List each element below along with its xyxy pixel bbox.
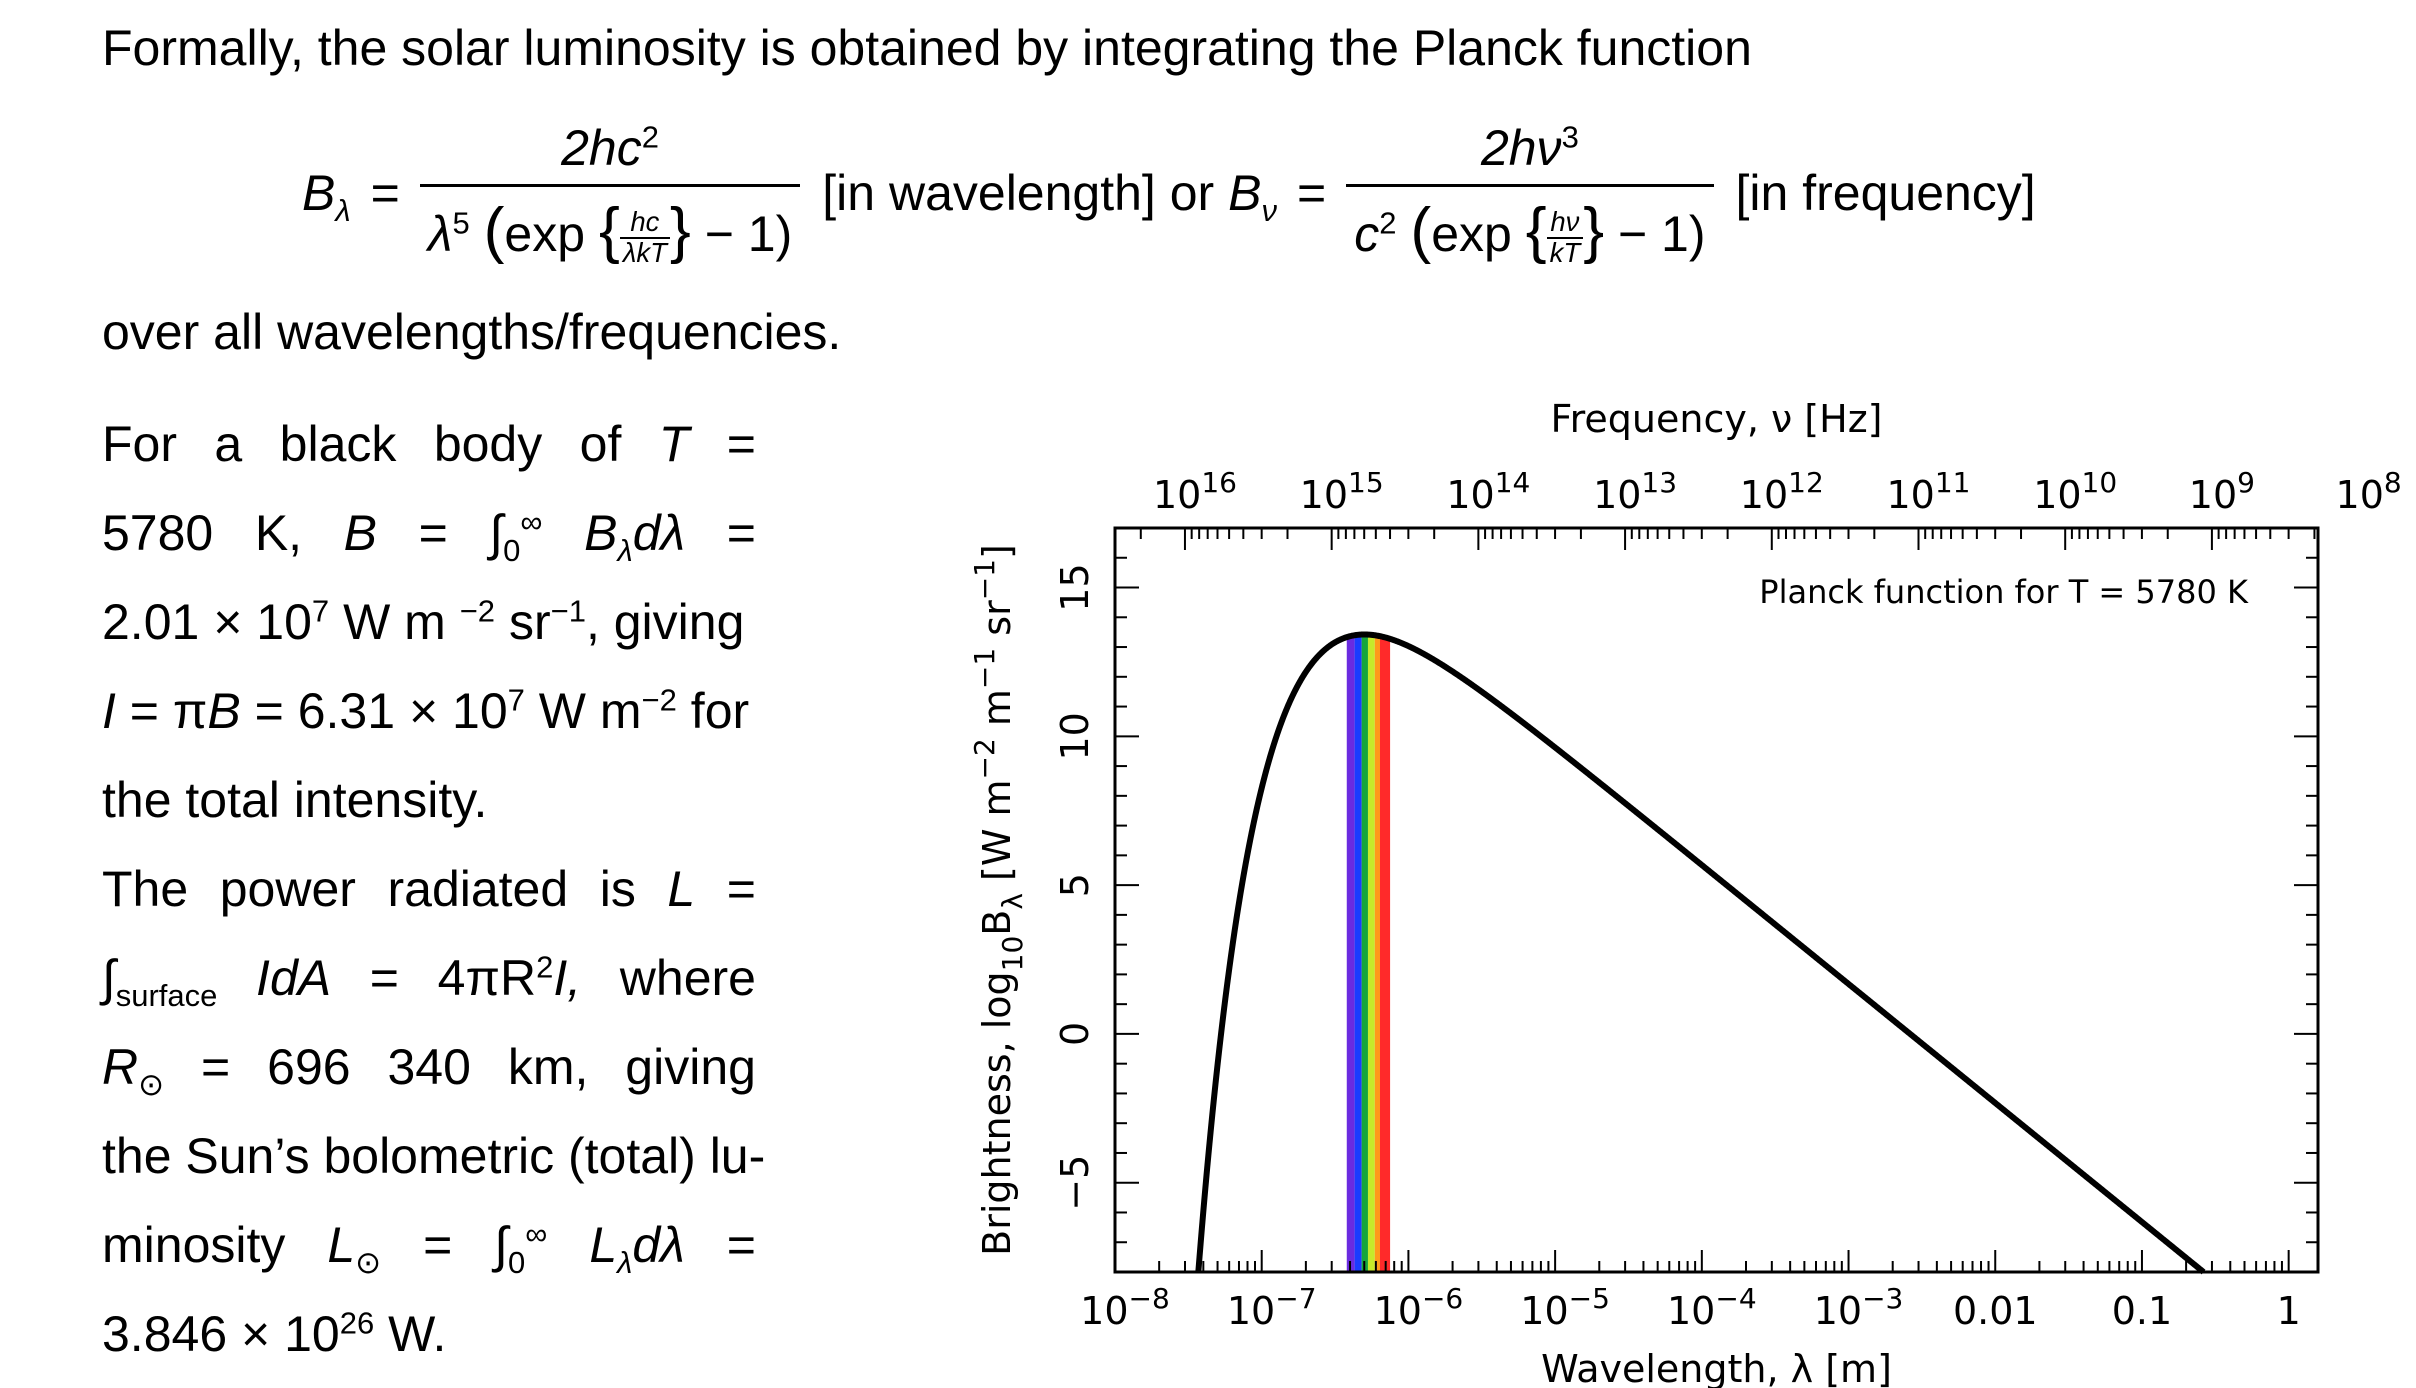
eq-fraction-wavelength: 2hc2 λ5 (exp {hc λkT} − 1) xyxy=(419,118,801,268)
x-axis-label: Wavelength, λ [m] xyxy=(1541,1347,1892,1388)
spectrum-band-6 xyxy=(1379,638,1391,1272)
intro-text: Formally, the solar luminosity is obtain… xyxy=(102,20,1752,76)
eq-in-frequency: [in frequency] xyxy=(1735,165,2036,221)
p2-line-1: The power radiated is L = xyxy=(102,861,756,917)
p1-line-4: I = πB = 6.31 × 107 W m−2 for xyxy=(102,682,750,739)
p2-line-5: minosity L⊙ = ∫0∞ Lλdλ = xyxy=(102,1216,756,1280)
p2-line-6: 3.846 × 1026 W. xyxy=(102,1305,447,1362)
x-tick-label: 10−5 xyxy=(1520,1282,1610,1333)
x2-tick-label: 1014 xyxy=(1446,466,1530,517)
axis-ticks xyxy=(1114,527,2318,1273)
x-tick-label: 10−7 xyxy=(1227,1282,1317,1333)
eq-fraction-frequency: 2hν3 c2 (exp {hν kT} − 1) xyxy=(1346,118,1714,268)
x-tick-label: 0.1 xyxy=(2112,1289,2172,1333)
x2-tick-label: 1016 xyxy=(1153,466,1237,517)
p1-line-2: 5780 K, B = ∫0∞ Bλdλ = xyxy=(102,504,756,568)
p2-line-2: ∫surface IdA = 4πR2I, where xyxy=(102,949,756,1013)
p2-line-4: the Sun’s bolometric (total) lu- xyxy=(102,1128,766,1184)
spectrum-band-3 xyxy=(1361,636,1368,1272)
over-all-text: over all wavelengths/frequencies. xyxy=(102,304,842,360)
y-tick-label: 15 xyxy=(1053,563,1097,611)
visible-spectrum-bands xyxy=(1346,636,1391,1272)
y-tick-label: 10 xyxy=(1053,712,1097,760)
x2-axis-label: Frequency, ν [Hz] xyxy=(1551,397,1883,441)
p2-line-3: R⊙ = 696 340 km, giving xyxy=(102,1039,756,1102)
x2-tick-label: 108 xyxy=(2336,466,2402,517)
x2-tick-label: 1011 xyxy=(1886,466,1970,517)
x2-tick-label: 109 xyxy=(2189,466,2255,517)
y-tick-label: 5 xyxy=(1053,873,1097,897)
y-tick-label: −5 xyxy=(1053,1155,1097,1211)
x-tick-label: 0.01 xyxy=(1953,1289,2038,1333)
x2-tick-label: 1013 xyxy=(1593,466,1677,517)
x-tick-label: 10−6 xyxy=(1374,1282,1464,1333)
spectrum-band-2 xyxy=(1354,636,1362,1272)
spectrum-band-5 xyxy=(1374,637,1380,1272)
eq-equals: = xyxy=(370,165,400,221)
y-tick-label: 0 xyxy=(1053,1022,1097,1046)
x-tick-label: 1 xyxy=(2277,1289,2301,1333)
spectrum-band-1 xyxy=(1346,637,1355,1272)
y-axis-label: Brightness, log10Bλ [W m−2 m−1 sr−1] xyxy=(968,544,1029,1256)
p1-line-5: the total intensity. xyxy=(102,772,488,828)
x-tick-label: 10−3 xyxy=(1814,1282,1904,1333)
spectrum-band-4 xyxy=(1367,636,1375,1272)
eq-b-lambda: Bλ xyxy=(302,165,351,228)
eq-in-wavelength: [in wavelength] or xyxy=(822,165,1215,221)
p1-line-1: For a black body of T = xyxy=(102,416,756,472)
x-tick-label: 10−8 xyxy=(1080,1282,1170,1333)
p1-line-3: 2.01 × 107 W m −2 sr−1, giving xyxy=(102,593,745,650)
x2-tick-label: 1010 xyxy=(2033,466,2117,517)
x2-tick-label: 1015 xyxy=(1300,466,1384,517)
planck-curve xyxy=(1195,631,2206,1275)
plot-frame xyxy=(1113,526,2320,1274)
x-tick-label: 10−4 xyxy=(1667,1282,1757,1333)
chart-title: Planck function for T = 5780 K xyxy=(1759,573,2249,611)
eq-b-nu: Bν xyxy=(1228,165,1278,228)
x2-tick-label: 1012 xyxy=(1740,466,1824,517)
eq-equals-2: = xyxy=(1297,165,1327,221)
planck-equations: Bλ = 2hc2 λ5 (exp {hc λkT} − 1) [in wavel… xyxy=(302,118,2036,268)
